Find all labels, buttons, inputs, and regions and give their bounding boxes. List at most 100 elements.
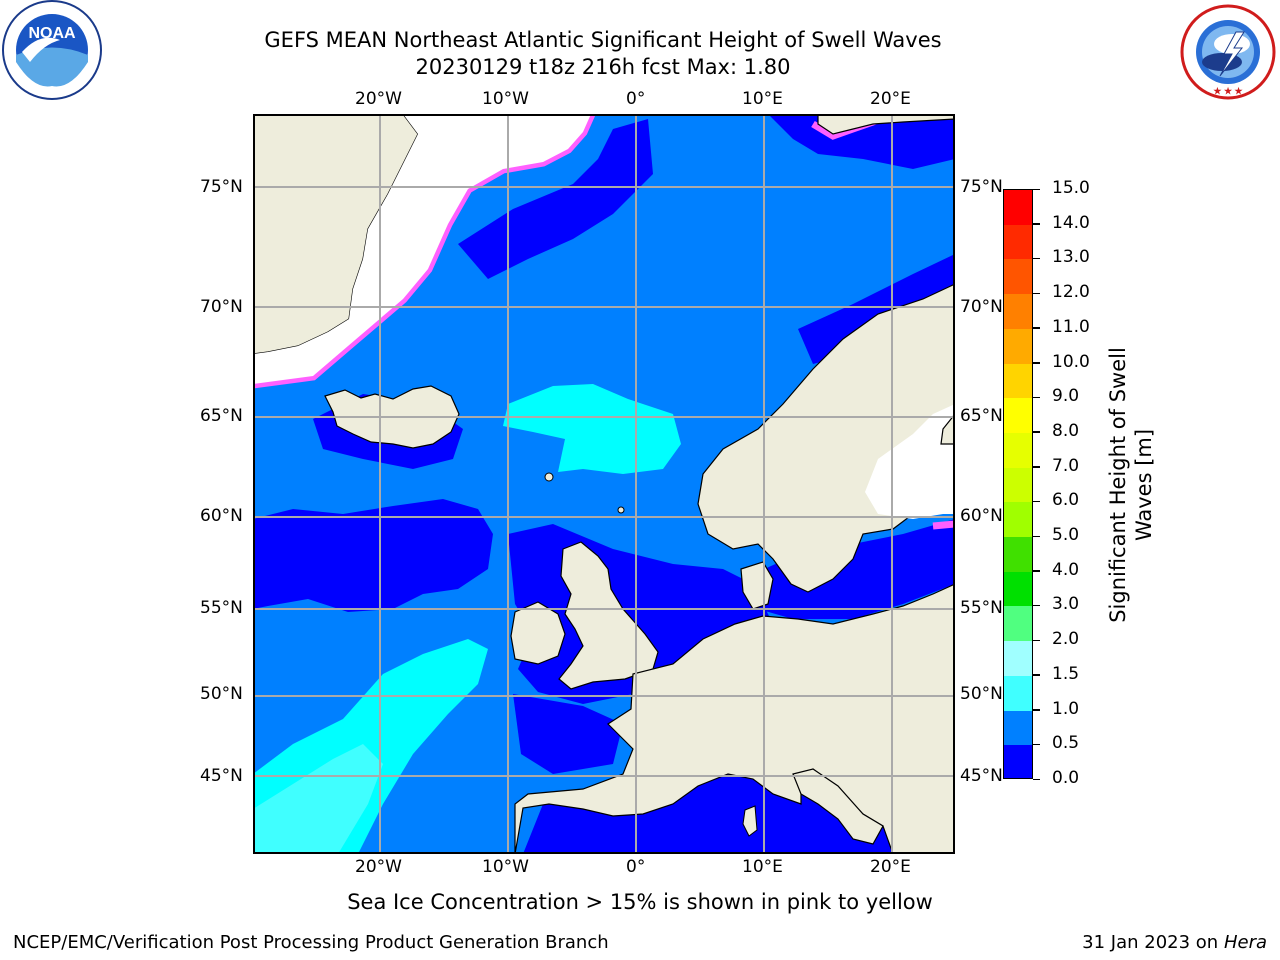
colorbar-segment [1004, 432, 1032, 469]
faroe-islands [544, 472, 554, 482]
colorbar-tick-mark [1033, 466, 1040, 468]
colorbar-segment [1004, 502, 1032, 538]
lon-label-bottom: 20°W [355, 857, 402, 877]
colorbar-tick-label: 12.0 [1052, 282, 1090, 303]
colorbar-tick-mark [1033, 570, 1040, 572]
colorbar-tick-label: 4.0 [1052, 559, 1080, 580]
svg-text:★ ★ ★: ★ ★ ★ [1213, 86, 1243, 96]
colorbar-tick-mark [1033, 743, 1040, 746]
colorbar-segment [1004, 328, 1032, 365]
colorbar-tick-label: 5.0 [1052, 525, 1080, 546]
colorbar-tick-label: 2.0 [1052, 629, 1080, 650]
lat-label-right: 75°N [960, 177, 1003, 197]
great-britain-land [558, 541, 659, 690]
lon-label-bottom: 10°E [742, 857, 783, 877]
colorbar-segment [1004, 259, 1032, 295]
colorbar-tick-mark [1033, 500, 1040, 503]
sea-ice-note: Sea Ice Concentration > 15% is shown in … [347, 890, 933, 914]
low-swell-baltic-patch [753, 519, 955, 619]
ireland-land [510, 601, 566, 665]
colorbar-tick-mark [1033, 535, 1040, 538]
colorbar-tick-label: 14.0 [1052, 212, 1090, 233]
colorbar-tick-mark [1033, 257, 1040, 260]
colorbar-tick-mark [1033, 674, 1040, 676]
nws-logo: ★ ★ ★ [1178, 4, 1278, 100]
colorbar-tick-mark [1033, 327, 1040, 329]
svalbard-land [817, 114, 955, 135]
continental-europe-land [514, 583, 955, 854]
colorbar-segment [1004, 606, 1032, 642]
lon-label-bottom: 20°E [870, 857, 911, 877]
lat-label-right: 55°N [960, 598, 1003, 618]
chart-title: GEFS MEAN Northeast Atlantic Significant… [264, 28, 942, 52]
colorbar-tick-label: 9.0 [1052, 386, 1080, 407]
noaa-logo: NOAA [0, 0, 104, 104]
footer-date-text: 31 Jan 2023 on [1082, 932, 1224, 953]
low-swell-west-patch [253, 499, 493, 612]
swell-map [253, 114, 955, 854]
graticule [253, 114, 955, 854]
lat-label-left: 55°N [200, 598, 243, 618]
colorbar-label-line1: Significant Height of Swell [1106, 347, 1130, 623]
lon-label-top: 20°E [870, 89, 911, 109]
lat-label-right: 70°N [960, 297, 1003, 317]
noaa-logo-text: NOAA [28, 25, 76, 42]
colorbar-label-line2: Waves [m] [1132, 428, 1156, 542]
colorbar-tick-mark [1033, 709, 1040, 711]
colorbar-tick-label: 1.0 [1052, 698, 1080, 719]
lon-label-top: 10°W [482, 89, 529, 109]
colorbar-segment [1004, 675, 1032, 712]
colorbar-tick-label: 1.5 [1052, 663, 1080, 684]
finland-land [940, 404, 955, 445]
colorbar-tick-label: 7.0 [1052, 455, 1080, 476]
shetland-islands [617, 506, 625, 514]
lon-label-top: 0° [626, 89, 646, 109]
lat-label-left: 60°N [200, 506, 243, 526]
lat-label-left: 45°N [200, 766, 243, 786]
colorbar-tick-label: 10.0 [1052, 351, 1090, 372]
colorbar-tick-label: 13.0 [1052, 247, 1090, 268]
lat-label-left: 50°N [200, 684, 243, 704]
lon-label-bottom: 0° [626, 857, 646, 877]
low-swell-norwegian-coast-patch [798, 254, 955, 364]
colorbar-tick-mark [1033, 362, 1040, 364]
colorbar [1003, 189, 1033, 779]
colorbar-tick-mark [1033, 639, 1040, 642]
sea-ice-edge-bothnia [932, 520, 955, 530]
bothnia-gulf [865, 404, 955, 519]
colorbar-tick-mark [1033, 431, 1040, 433]
lon-label-bottom: 10°W [482, 857, 529, 877]
lat-label-left: 75°N [200, 177, 243, 197]
colorbar-tick-label: 8.0 [1052, 420, 1080, 441]
lon-label-top: 10°E [742, 89, 783, 109]
lat-label-left: 70°N [200, 297, 243, 317]
colorbar-tick-label: 0.0 [1052, 768, 1080, 788]
greenland-ice [253, 114, 591, 384]
colorbar-tick-label: 3.0 [1052, 594, 1080, 615]
high-swell-southwest [253, 744, 383, 854]
footer-date: 31 Jan 2023 on Hera [1082, 932, 1267, 953]
colorbar-tick-label: 11.0 [1052, 316, 1090, 337]
sardinia-land [742, 805, 758, 837]
colorbar-segment [1004, 224, 1032, 260]
colorbar-segment [1004, 641, 1032, 677]
colorbar-segment [1004, 294, 1032, 330]
colorbar-segment [1004, 190, 1032, 226]
colorbar-segment [1004, 363, 1032, 399]
colorbar-tick-mark [1033, 778, 1040, 780]
colorbar-segment [1004, 571, 1032, 607]
colorbar-tick-label: 6.0 [1052, 490, 1080, 511]
footer-credit: NCEP/EMC/Verification Post Processing Pr… [13, 932, 609, 953]
lat-label-right: 60°N [960, 506, 1003, 526]
lat-label-right: 50°N [960, 684, 1003, 704]
colorbar-segment [1004, 745, 1032, 778]
low-swell-greenland-sea-patch [458, 119, 653, 279]
colorbar-segment [1004, 710, 1032, 746]
colorbar-ticks: 15.0 14.0 13.0 12.0 11.0 10.0 9.0 8.0 7.0 6.0 5.0 4… [1033, 178, 1103, 788]
lon-label-top: 20°W [355, 89, 402, 109]
colorbar-tick-mark [1033, 223, 1040, 225]
lat-label-left: 65°N [200, 406, 243, 426]
lat-label-right: 45°N [960, 766, 1003, 786]
footer-host: Hera [1223, 932, 1267, 953]
colorbar-tick-label: 0.5 [1052, 733, 1080, 754]
